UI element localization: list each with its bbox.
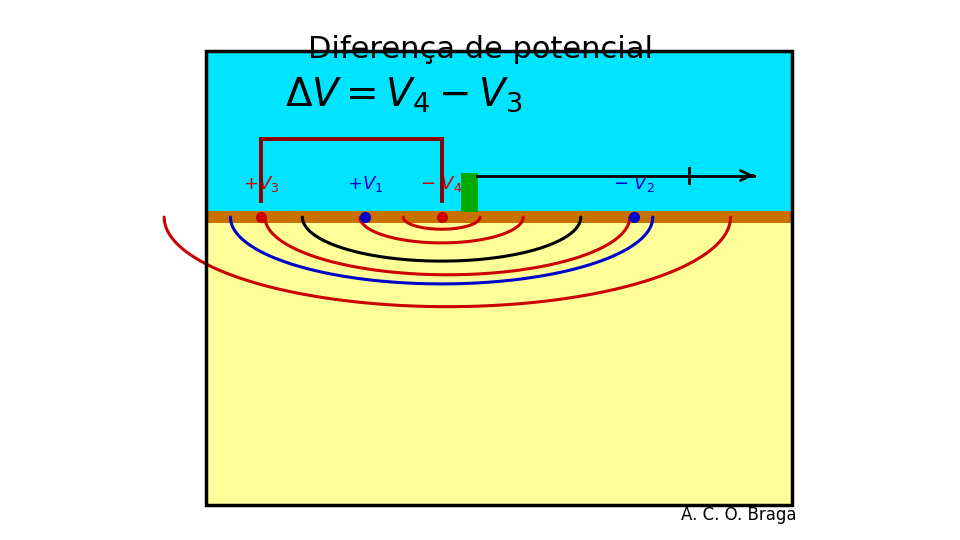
Text: $-\ V_2$: $-\ V_2$ — [612, 174, 655, 194]
Bar — [461, 173, 478, 212]
Text: $+V_3$: $+V_3$ — [243, 174, 279, 194]
Text: $\Delta V = V_4 - V_3$: $\Delta V = V_4 - V_3$ — [284, 75, 522, 114]
Bar — [206, 211, 792, 223]
Text: Diferença de potencial: Diferença de potencial — [307, 35, 653, 64]
Text: $-\ V_4$: $-\ V_4$ — [420, 174, 463, 194]
Bar — [206, 51, 792, 505]
Bar — [206, 217, 792, 505]
Text: A. C. O. Braga: A. C. O. Braga — [682, 506, 797, 524]
Text: $+V_1$: $+V_1$ — [347, 174, 383, 194]
Bar — [206, 51, 792, 217]
